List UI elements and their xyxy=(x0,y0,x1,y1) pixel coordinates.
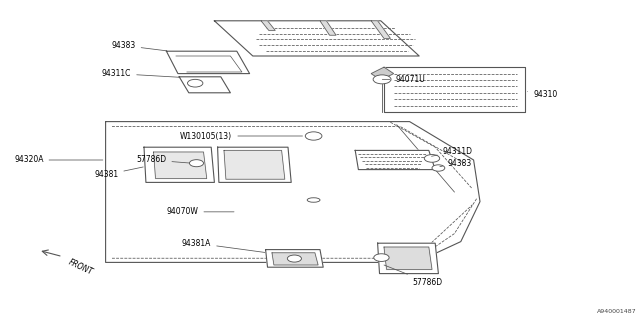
Polygon shape xyxy=(378,243,438,274)
Text: 94383: 94383 xyxy=(440,159,472,168)
Polygon shape xyxy=(384,247,432,269)
Text: 94310: 94310 xyxy=(527,90,557,99)
Text: 57786D: 57786D xyxy=(136,156,189,164)
Polygon shape xyxy=(371,21,390,38)
Polygon shape xyxy=(261,21,275,30)
Text: FRONT: FRONT xyxy=(67,257,95,276)
Polygon shape xyxy=(266,250,323,267)
Circle shape xyxy=(424,155,440,162)
Polygon shape xyxy=(224,150,285,179)
Circle shape xyxy=(305,132,322,140)
Text: 94381: 94381 xyxy=(94,167,143,179)
Polygon shape xyxy=(214,21,419,56)
Text: 94381A: 94381A xyxy=(182,239,265,252)
Text: 57786D: 57786D xyxy=(384,265,443,287)
Circle shape xyxy=(432,165,445,171)
Text: 94311D: 94311D xyxy=(431,147,473,156)
Ellipse shape xyxy=(307,198,320,202)
Polygon shape xyxy=(144,147,214,182)
Circle shape xyxy=(374,254,389,261)
Circle shape xyxy=(287,255,301,262)
Circle shape xyxy=(189,160,204,167)
Text: W130105(13): W130105(13) xyxy=(180,132,303,140)
Text: 94071U: 94071U xyxy=(382,75,425,84)
Polygon shape xyxy=(154,152,207,179)
Circle shape xyxy=(373,75,391,84)
Polygon shape xyxy=(355,150,435,170)
Polygon shape xyxy=(106,122,480,262)
Polygon shape xyxy=(179,77,230,93)
Polygon shape xyxy=(272,253,318,265)
Polygon shape xyxy=(371,67,394,80)
Text: A940001487: A940001487 xyxy=(597,309,637,314)
Circle shape xyxy=(188,79,203,87)
Polygon shape xyxy=(218,147,291,182)
Text: 94311C: 94311C xyxy=(102,69,180,78)
Polygon shape xyxy=(166,51,250,74)
Text: 94070W: 94070W xyxy=(166,207,234,216)
Polygon shape xyxy=(320,21,336,35)
Text: 94320A: 94320A xyxy=(14,156,103,164)
Polygon shape xyxy=(384,67,525,112)
Text: 94383: 94383 xyxy=(111,41,167,51)
